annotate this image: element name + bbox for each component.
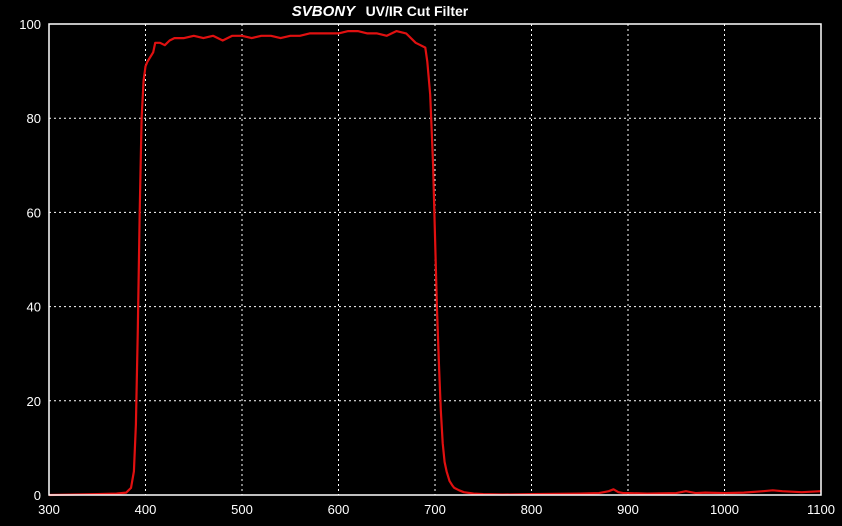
- x-tick-label: 1000: [710, 502, 739, 517]
- chart-title-text: UV/IR Cut Filter: [366, 3, 469, 19]
- y-tick-label: 20: [27, 394, 41, 409]
- x-tick-label: 1100: [807, 502, 835, 517]
- x-tick-label: 400: [135, 502, 157, 517]
- x-tick-label: 500: [231, 502, 253, 517]
- series-layer: [48, 30, 822, 497]
- tick-labels: 300 400 500 600 700 800 900 1000 1100 0 20 40 60 80 10…: [19, 17, 835, 517]
- chart-title: SVBONY UV/IR Cut Filter: [292, 3, 469, 20]
- transmission-line: [48, 30, 822, 497]
- x-tick-label: 800: [521, 502, 543, 517]
- plot-frame: [48, 23, 822, 496]
- x-tick-label: 700: [424, 502, 446, 517]
- chart-title-brand: SVBONY: [292, 3, 357, 20]
- y-tick-label: 0: [34, 488, 41, 503]
- y-tick-label: 80: [27, 111, 41, 126]
- x-tick-label: 600: [328, 502, 350, 517]
- y-tick-label: 40: [27, 300, 41, 315]
- x-tick-label: 300: [38, 502, 60, 517]
- y-tick-label: 100: [19, 17, 41, 32]
- x-tick-label: 900: [617, 502, 639, 517]
- y-tick-label: 60: [27, 205, 41, 220]
